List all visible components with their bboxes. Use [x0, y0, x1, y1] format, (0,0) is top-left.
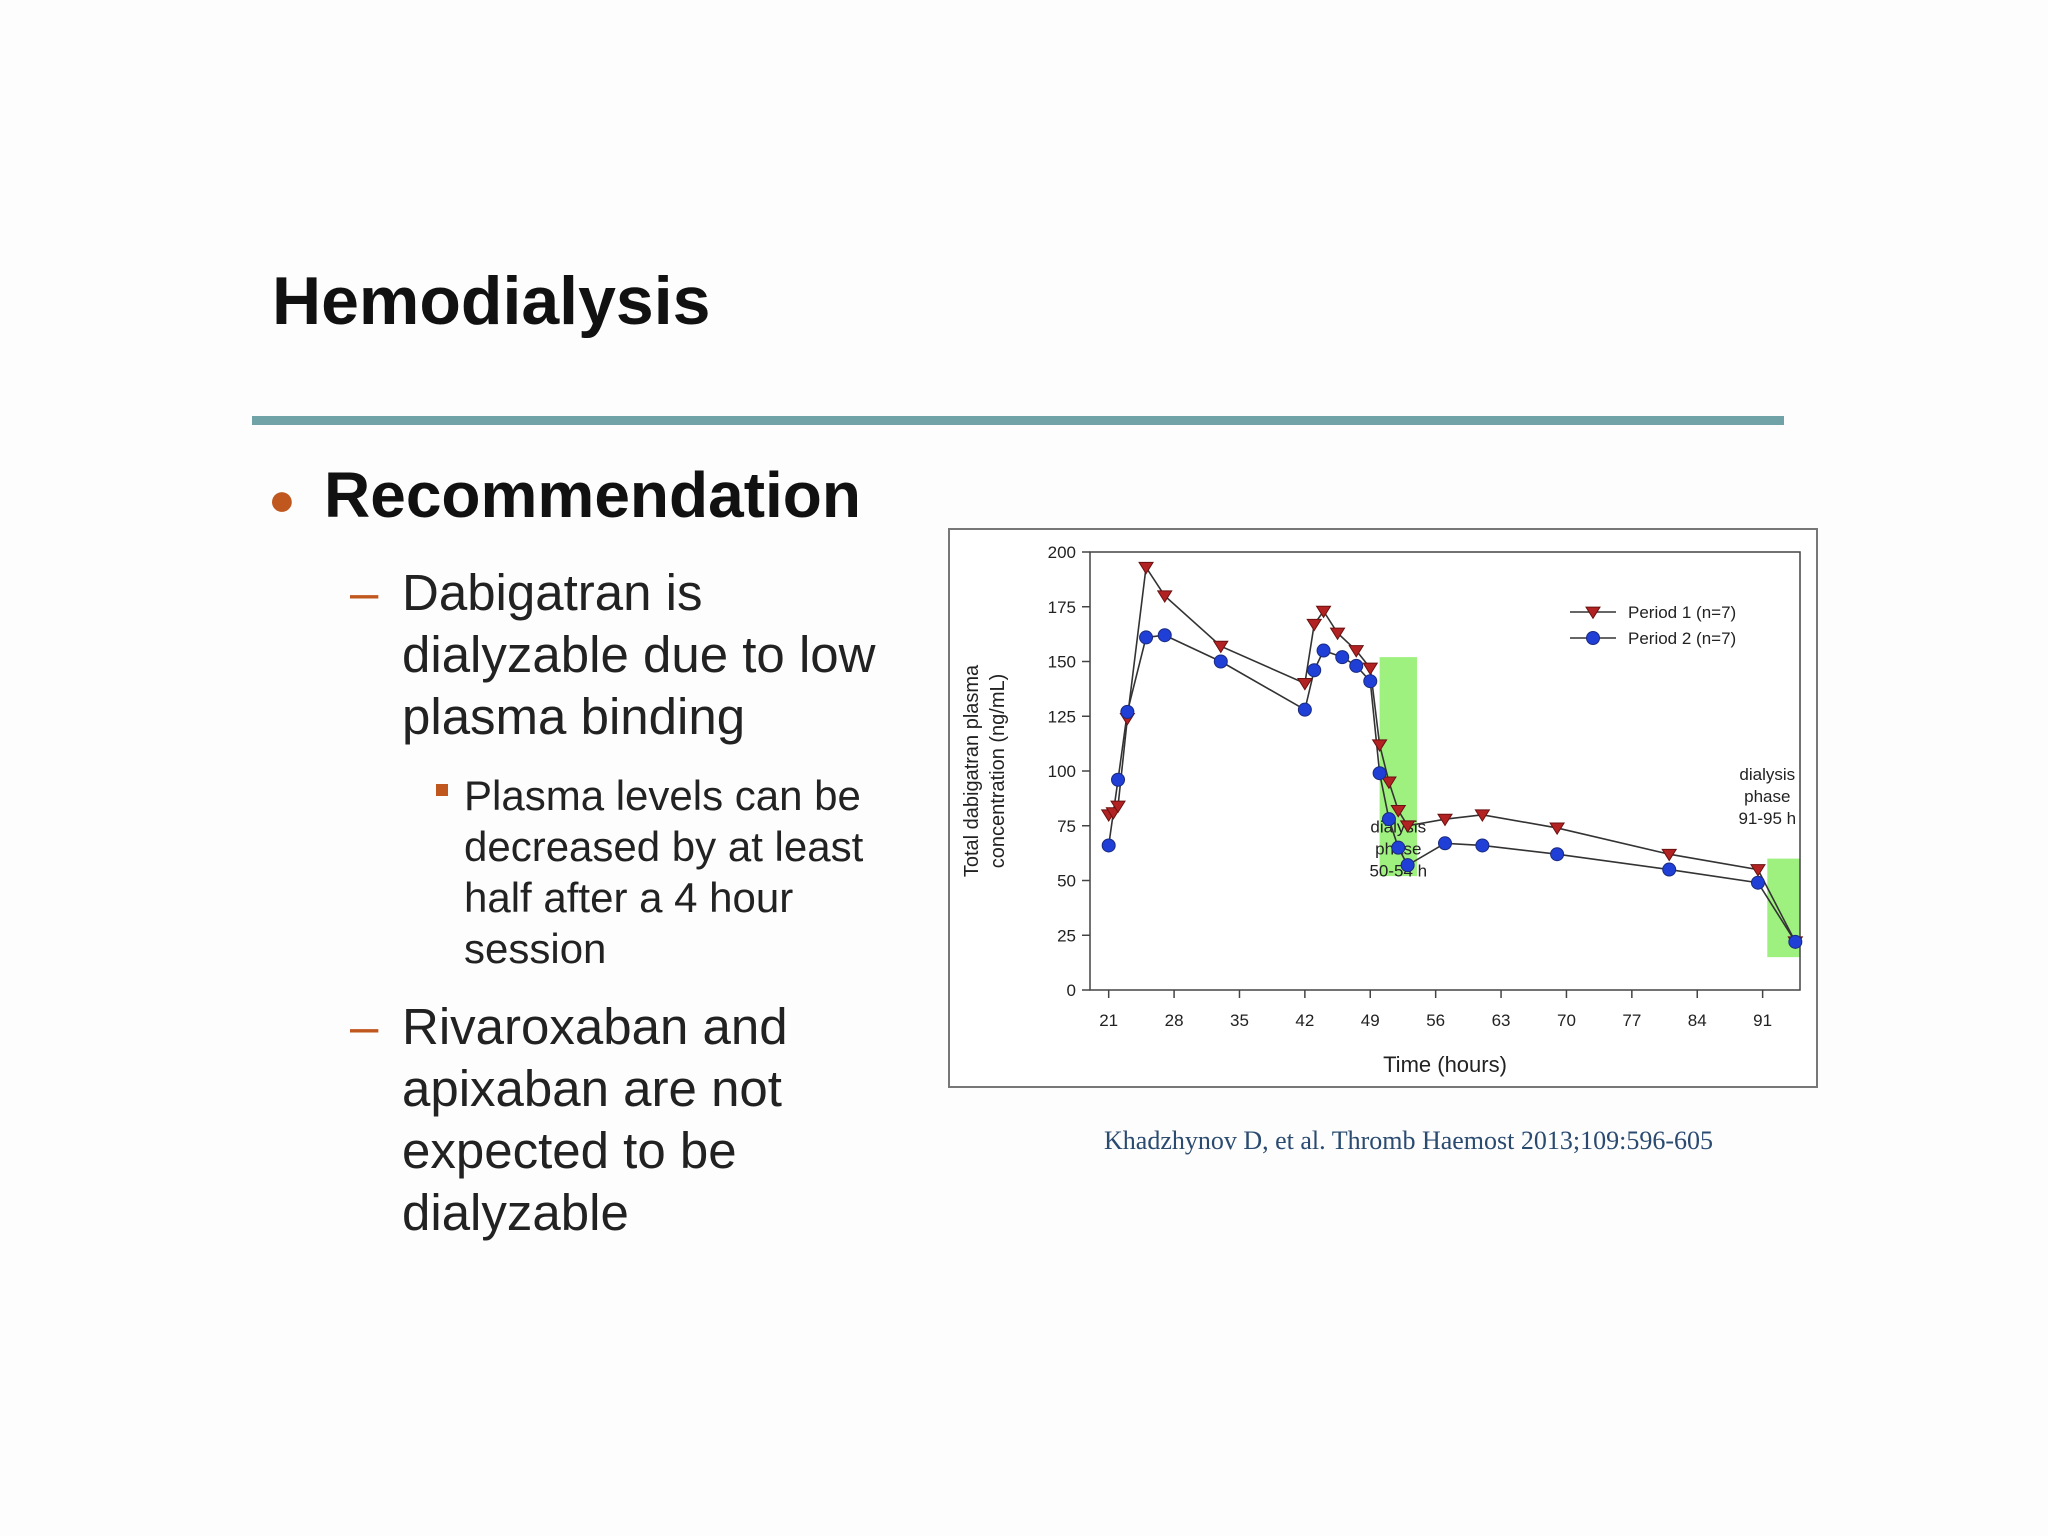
series-line [1108, 565, 1797, 943]
data-point [1474, 809, 1491, 823]
chart-svg: 0 25 50 75 100 125 150 175 200 21 28 35 42 49 56 63 70 77… [961, 543, 1804, 1077]
data-point [1316, 643, 1331, 658]
dabigatran-concentration-chart: 0 25 50 75 100 125 150 175 200 21 28 35 42 49 56 63 70 77… [948, 528, 1818, 1088]
data-point [1475, 838, 1490, 853]
x-tick-label: 70 [1557, 1011, 1576, 1030]
text-line: half after a 4 hour [464, 874, 794, 921]
legend-label: Period 1 (n=7) [1628, 603, 1736, 622]
data-point [1111, 772, 1126, 787]
x-tick-label: 77 [1622, 1011, 1641, 1030]
data-point [1139, 630, 1154, 645]
data-point [1381, 776, 1397, 790]
text-line: dialyzable due to low [402, 626, 876, 683]
data-point [1400, 858, 1415, 873]
x-tick-label: 84 [1688, 1011, 1707, 1030]
dialysis-phase-label: dialysis [1739, 765, 1795, 784]
x-axis-label: Time (hours) [1383, 1052, 1507, 1077]
text-line: decreased by at least [464, 823, 864, 870]
text-line: plasma binding [402, 688, 746, 745]
data-point [1586, 631, 1600, 645]
data-point [1362, 662, 1379, 676]
data-point [1297, 702, 1312, 717]
text-line: Dabigatran is [402, 564, 703, 621]
y-axis-label-line: Total dabigatran plasma [961, 664, 983, 877]
data-point [1437, 813, 1453, 827]
square-bullet-icon [436, 784, 448, 796]
data-point [1391, 840, 1406, 855]
data-point [1101, 838, 1116, 853]
dialysis-phase-label: phase [1744, 787, 1790, 806]
y-tick-label: 25 [1057, 926, 1076, 945]
y-tick-label: 125 [1048, 707, 1076, 726]
data-point [1399, 820, 1416, 833]
series-line [1107, 634, 1797, 943]
bullet-dot-icon: ● [268, 473, 296, 525]
x-tick-label: 42 [1295, 1011, 1314, 1030]
data-point [1661, 848, 1678, 862]
data-point [1750, 864, 1766, 877]
data-point [1138, 561, 1154, 575]
y-tick-label: 200 [1048, 543, 1076, 562]
slide-title: Hemodialysis [272, 263, 711, 339]
data-point [1788, 934, 1803, 949]
x-tick-label: 63 [1492, 1011, 1511, 1030]
data-point [1438, 836, 1452, 851]
data-point [1306, 618, 1323, 632]
text-line: session [464, 925, 607, 972]
data-point [1348, 645, 1365, 658]
data-point [1363, 674, 1378, 689]
data-point [1157, 628, 1172, 643]
x-tick-label: 35 [1230, 1011, 1249, 1030]
x-tick-label: 21 [1099, 1011, 1118, 1030]
y-tick-label: 150 [1048, 653, 1076, 672]
data-point [1662, 862, 1677, 877]
citation: Khadzhynov D, et al. Thromb Haemost 2013… [1104, 1126, 1713, 1155]
data-point [1296, 678, 1313, 691]
data-point [1213, 654, 1228, 669]
text-line: Plasma levels can be [464, 772, 861, 819]
data-point [1329, 627, 1346, 641]
title-divider [252, 416, 1784, 425]
dialysis-phase-label: dialysis [1370, 817, 1426, 836]
data-point [1315, 605, 1332, 619]
data-point [1307, 663, 1322, 678]
x-tick-label: 91 [1753, 1011, 1772, 1030]
data-point [1549, 822, 1566, 836]
data-point [1335, 650, 1350, 665]
data-point [1372, 766, 1387, 781]
dash-icon: – [350, 998, 379, 1055]
y-tick-label: 100 [1048, 762, 1076, 781]
text-line: expected to be [402, 1122, 737, 1179]
bullet-label: Recommendation [324, 459, 861, 531]
data-point [1381, 812, 1396, 827]
data-point [1110, 800, 1126, 814]
y-axis-label-line: concentration (ng/mL) [987, 674, 1009, 869]
data-point [1156, 590, 1173, 604]
x-tick-label: 56 [1426, 1011, 1445, 1030]
dialysis-phase-label: 50-54 h [1369, 861, 1427, 880]
data-point [1585, 606, 1601, 620]
y-tick-label: 175 [1048, 598, 1076, 617]
x-tick-label: 28 [1165, 1011, 1184, 1030]
text-line: dialyzable [402, 1184, 629, 1241]
data-point [1371, 739, 1388, 752]
data-point [1349, 658, 1364, 673]
y-tick-label: 0 [1067, 981, 1076, 1000]
text-line: apixaban are not [402, 1060, 782, 1117]
data-point [1750, 875, 1765, 890]
dialysis-phase-label: 91-95 h [1738, 809, 1796, 828]
data-point [1120, 704, 1135, 719]
data-point [1390, 805, 1407, 818]
legend-label: Period 2 (n=7) [1628, 629, 1736, 648]
data-point [1212, 640, 1229, 654]
text-line: Rivaroxaban and [402, 998, 788, 1055]
dash-icon: – [350, 564, 379, 621]
x-tick-label: 49 [1361, 1011, 1380, 1030]
y-tick-label: 75 [1057, 817, 1076, 836]
y-tick-label: 50 [1057, 872, 1076, 891]
data-point [1550, 847, 1565, 862]
